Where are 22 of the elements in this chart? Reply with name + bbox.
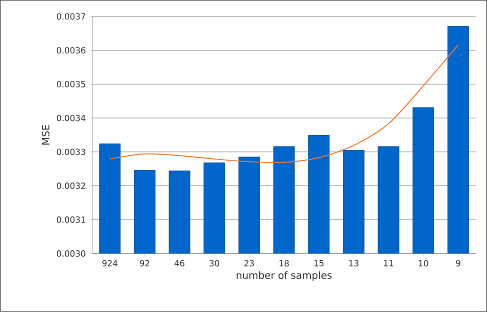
y-tick-label: 0.0037 xyxy=(56,13,86,20)
x-tick-label: 15 xyxy=(314,260,324,266)
y-tick-label: 0.0031 xyxy=(56,216,86,223)
x-tick-label: 10 xyxy=(418,260,428,266)
y-axis-title: MSE xyxy=(42,125,50,145)
y-tick-label: 0.0034 xyxy=(56,114,86,122)
x-tick-label: 11 xyxy=(384,260,394,266)
y-tick-label: 0.0033 xyxy=(56,148,86,156)
x-tick-label: 924 xyxy=(102,260,118,266)
y-tick-label: 0.0036 xyxy=(56,47,86,54)
x-tick-label: 13 xyxy=(349,260,358,266)
y-tick-label: 0.0032 xyxy=(56,182,86,189)
x-tick-label: 92 xyxy=(140,260,150,266)
x-tick-label: 30 xyxy=(210,260,220,266)
line-series xyxy=(109,44,459,164)
x-axis-title: number of samples xyxy=(236,271,332,281)
x-tick-label: 23 xyxy=(244,260,254,266)
x-tick-label: 46 xyxy=(174,260,184,266)
y-tick-label: 0.0030 xyxy=(56,250,86,257)
x-tick-label: 18 xyxy=(280,260,289,266)
y-tick-label: 0.0035 xyxy=(56,80,86,88)
x-tick-label: 9 xyxy=(456,260,460,266)
